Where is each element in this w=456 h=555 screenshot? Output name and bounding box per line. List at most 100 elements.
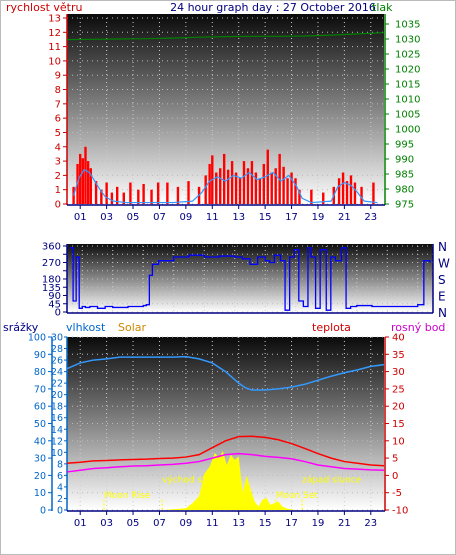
wind-speed-bar [86,161,90,204]
humidity-tick-label: 28 [51,344,63,355]
x-tick-label: 05 [127,212,140,223]
wind-speed-bar [345,181,349,204]
temp-tick-label: 20 [392,402,405,413]
compass-label: W [438,257,450,271]
x-tick-label: 21 [338,212,351,223]
rain-tick-label: 20 [34,471,46,482]
left-tick-label: 360 [42,242,61,253]
humidity-tick-label: 26 [51,356,63,367]
temp-tick-label: 5 [392,454,398,465]
rain-tick-label: 0 [40,506,46,517]
right-tick-label: 1000 [395,125,420,136]
wind-direction-line [70,247,431,311]
temp-tick-label: 35 [392,350,405,361]
annotation-label: západ slunce [302,475,362,485]
wind-speed-bar [215,172,218,204]
wind-speed-bar [254,172,258,204]
dewpoint-line [66,452,385,473]
left-tick-label: 1 [55,185,61,196]
solar-area [163,451,296,510]
x-tick-label: 23 [364,518,377,529]
x-tick-label: 03 [100,518,113,529]
wind-speed-bar [234,172,238,204]
chart-title: 24 hour graph day : 27 October 2016 [170,1,376,14]
wind-speed-bar [353,182,357,204]
wind-speed-bar [89,168,92,204]
left-tick-label: 11 [48,42,61,53]
left-tick-label: 45 [48,299,61,310]
humidity-line [66,355,385,391]
left-tick-label: 12 [48,28,61,39]
wind-speed-bar [137,189,140,204]
compass-label: S [438,273,446,287]
temp-tick-label: 10 [392,436,405,447]
wind-speed-bar [84,146,87,204]
x-tick-label: 07 [153,518,166,529]
wind-speed-bar [337,178,341,204]
right-tick-label: 1020 [395,65,420,76]
humidity-tick-label: 4 [57,482,63,493]
annotation-label: Moon Rise [104,491,151,501]
left-tick-label: 9 [55,71,61,82]
humidity-tick-label: 22 [51,379,63,390]
wind-speed-bar [262,163,266,204]
wind-speed-bar [230,161,234,204]
wind-speed-bar [79,153,82,204]
x-tick-label: 07 [153,212,166,223]
humidity-tick-label: 30 [51,333,63,344]
wind-speed-bar [156,182,160,204]
x-tick-label: 15 [259,518,272,529]
wind-pressure-chart: 0123456789101112139759809859909951000100… [48,14,420,224]
wind-speed-bar [270,172,273,204]
left-tick-label: 2 [55,171,61,182]
humidity-tick-label: 20 [51,390,63,401]
wind-speed-bar [94,181,98,204]
humidity-tick-label: 2 [57,494,63,505]
humidity-tick-label: 0 [57,506,63,517]
wind-speed-bar [294,178,297,204]
left-tick-label: 180 [42,275,61,286]
left-tick-label: 7 [55,99,61,110]
rain-tick-label: 10 [34,488,46,499]
rain-tick-label: 70 [34,384,46,395]
left-tick-label: 0 [55,308,61,319]
rain-tick-label: 40 [34,436,46,447]
wind-speed-bar [105,182,108,204]
temperature-line [66,435,385,467]
wind-speed-bar [242,161,246,204]
wind-speed-bar [266,149,269,204]
wind-speed-bar [222,153,226,204]
left-tick-label: 4 [55,142,61,153]
x-tick-label: 13 [232,212,245,223]
wind-speed-bar [246,168,250,204]
right-tick-label: 1010 [395,95,420,106]
wind-speed-bar [250,161,254,204]
temp-tick-label: 30 [392,367,405,378]
right-tick-label: 985 [395,170,414,181]
x-tick-label: 11 [206,518,219,529]
wind-speed-bar [290,172,293,204]
rain-tick-label: 60 [34,402,46,413]
wind-speed-bar [349,175,353,204]
temp-tick-label: 0 [392,471,398,482]
temp-humidity-solar-chart: 0102030405060708090100024681012141618202… [28,333,408,530]
x-tick-label: 11 [206,212,219,223]
x-tick-label: 09 [180,518,193,529]
right-tick-label: 995 [395,140,414,151]
wind-speed-bar [150,189,153,204]
right-tick-label: 980 [395,185,414,196]
left-tick-label: 8 [55,85,61,96]
wind-speed-bar [226,169,230,204]
right-tick-label: 1035 [395,20,420,31]
right-tick-label: 1005 [395,110,420,121]
left-tick-label: 13 [48,14,61,25]
x-tick-label: 23 [364,212,377,223]
left-tick-label: 10 [48,56,61,67]
wind-speed-bar [115,186,119,204]
wind-speed-bar [372,182,375,204]
x-tick-label: 19 [312,518,325,529]
compass-label: N [438,306,447,320]
wind-speed-bar [274,168,277,204]
wind-speed-bar [110,192,114,204]
